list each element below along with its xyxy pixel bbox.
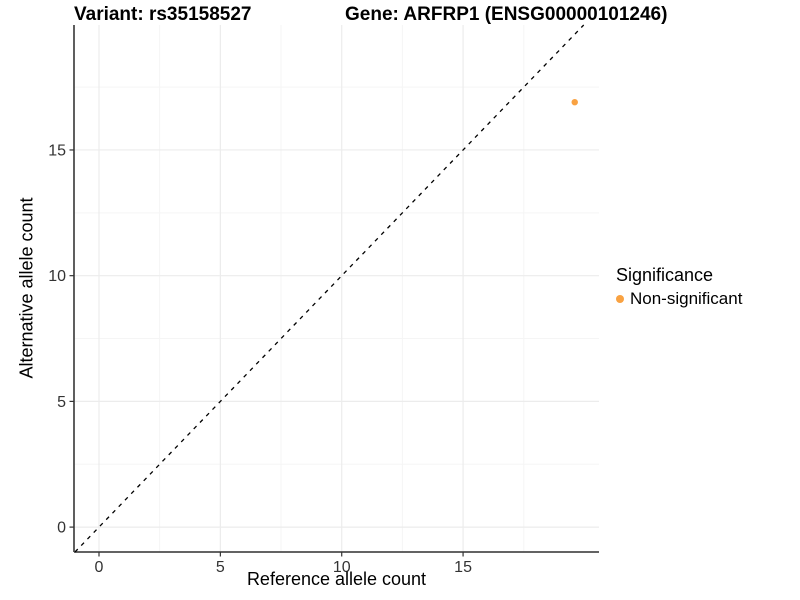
x-axis: 0 5 10 15 [74, 551, 599, 576]
y-tick-label: 5 [57, 394, 66, 411]
x-tick-label: 0 [95, 559, 104, 576]
x-tick-label: 15 [454, 559, 472, 576]
variant-title: Variant: rs35158527 [74, 4, 252, 25]
grid-minor [74, 25, 599, 552]
y-tick-label: 10 [48, 268, 66, 285]
gene-title: Gene: ARFRP1 (ENSG00000101246) [345, 4, 668, 25]
legend: Significance Non-significant [616, 265, 742, 309]
x-tick-label: 5 [216, 559, 225, 576]
legend-title: Significance [616, 265, 714, 285]
y-axis: 0 5 10 15 [48, 25, 75, 552]
x-tick-label: 10 [333, 559, 351, 576]
y-axis-title: Alternative allele count [16, 197, 37, 379]
y-tick-label: 15 [48, 142, 66, 159]
data-points [571, 98, 578, 106]
x-axis-title: Reference allele count [246, 569, 427, 589]
y-tick-label: 0 [57, 520, 66, 537]
grid-major [74, 25, 599, 552]
data-point [571, 98, 578, 106]
identity-line [74, 24, 585, 553]
legend-point-icon [616, 295, 624, 303]
legend-item-label: Non-significant [630, 289, 743, 308]
legend-item-non-significant: Non-significant [616, 289, 742, 309]
